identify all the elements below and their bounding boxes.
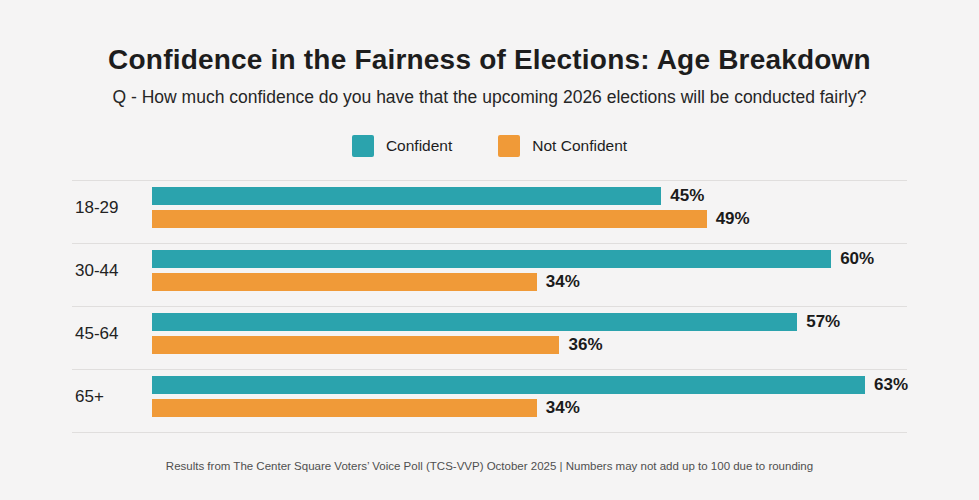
bar-value-label: 57% (806, 313, 840, 331)
bar-line-confident: 45% (152, 187, 907, 205)
category-row-65: 65+ 63% 34% (72, 369, 907, 433)
bar-confident (152, 250, 831, 268)
bar-value-label: 49% (716, 210, 750, 228)
category-label: 45-64 (72, 324, 152, 344)
category-row-45-64: 45-64 57% 36% (72, 306, 907, 369)
bar-not-confident (152, 399, 537, 417)
bar-group: 63% 34% (152, 376, 907, 417)
bar-confident (152, 376, 865, 394)
bar-confident (152, 187, 661, 205)
bar-line-not-confident: 49% (152, 210, 907, 228)
bar-not-confident (152, 273, 537, 291)
bar-value-label: 45% (670, 187, 704, 205)
category-label: 65+ (72, 387, 152, 407)
bar-group: 60% 34% (152, 250, 907, 291)
bar-confident (152, 313, 797, 331)
page-title: Confidence in the Fairness of Elections:… (40, 44, 939, 76)
bar-line-not-confident: 34% (152, 399, 907, 417)
legend-label: Not Confident (532, 137, 627, 155)
bar-value-label: 63% (874, 376, 908, 394)
legend-swatch-not-confident (498, 135, 520, 157)
bar-not-confident (152, 210, 707, 228)
bar-line-confident: 60% (152, 250, 907, 268)
bar-line-confident: 63% (152, 376, 907, 394)
legend-item-not-confident: Not Confident (498, 135, 627, 157)
legend-item-confident: Confident (352, 135, 452, 157)
bar-value-label: 34% (546, 273, 580, 291)
legend: Confident Not Confident (0, 135, 979, 157)
category-row-30-44: 30-44 60% 34% (72, 243, 907, 306)
legend-label: Confident (386, 137, 452, 155)
page-subtitle: Q - How much confidence do you have that… (30, 87, 949, 108)
bar-chart: 18-29 45% 49% 30-44 60% 34% 45-64 57% 36% 65+ 63% 3… (72, 180, 907, 433)
source-note: Results from The Center Square Voters’ V… (40, 460, 939, 472)
chart-card: Confidence in the Fairness of Elections:… (0, 44, 979, 472)
bar-line-not-confident: 36% (152, 336, 907, 354)
bar-group: 45% 49% (152, 187, 907, 228)
bar-value-label: 36% (568, 336, 602, 354)
bar-group: 57% 36% (152, 313, 907, 354)
bar-not-confident (152, 336, 559, 354)
bar-value-label: 34% (546, 399, 580, 417)
bar-line-not-confident: 34% (152, 273, 907, 291)
category-row-18-29: 18-29 45% 49% (72, 180, 907, 243)
category-label: 30-44 (72, 261, 152, 281)
category-label: 18-29 (72, 198, 152, 218)
bar-value-label: 60% (840, 250, 874, 268)
legend-swatch-confident (352, 135, 374, 157)
bar-line-confident: 57% (152, 313, 907, 331)
